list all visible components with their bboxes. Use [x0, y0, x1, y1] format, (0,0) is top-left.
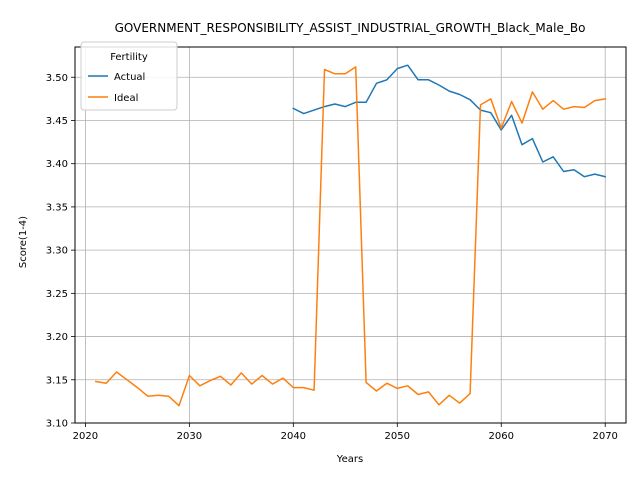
series-layer — [94, 64, 607, 407]
grid — [75, 47, 626, 424]
axis-ticks: 2020 2030 2040 2050 2060 2070 3.10 3.15 3.20 3.25… — [46, 73, 618, 442]
y-tick-label: 3.40 — [46, 159, 68, 170]
y-tick-label: 3.50 — [46, 73, 68, 84]
legend-label-ideal: Ideal — [114, 93, 138, 104]
y-axis-label: Score(1-4) — [18, 216, 29, 268]
y-tick-label: 3.30 — [46, 246, 68, 257]
x-tick-label: 2020 — [73, 431, 98, 442]
y-tick-label: 3.15 — [46, 375, 68, 386]
legend: Fertility Actual Ideal — [80, 41, 178, 111]
x-tick-label: 2040 — [281, 431, 306, 442]
y-tick-label: 3.10 — [46, 419, 68, 430]
y-tick-label: 3.20 — [46, 332, 68, 343]
x-tick-label: 2060 — [489, 431, 514, 442]
y-tick-label: 3.35 — [46, 202, 68, 213]
legend-title: Fertility — [110, 52, 148, 63]
x-tick-label: 2030 — [177, 431, 202, 442]
x-tick-label: 2070 — [592, 431, 617, 442]
series-line-ideal — [94, 66, 607, 407]
x-axis-label: Years — [336, 454, 363, 465]
x-tick-label: 2050 — [385, 431, 410, 442]
legend-box — [80, 41, 178, 111]
y-tick-label: 3.45 — [46, 116, 68, 127]
chart-title: GOVERNMENT_RESPONSIBILITY_ASSIST_INDUSTR… — [115, 21, 586, 35]
plot-frame — [74, 46, 627, 424]
y-tick-label: 3.25 — [46, 289, 68, 300]
series-line-actual — [292, 64, 607, 178]
legend-label-actual: Actual — [114, 72, 145, 83]
